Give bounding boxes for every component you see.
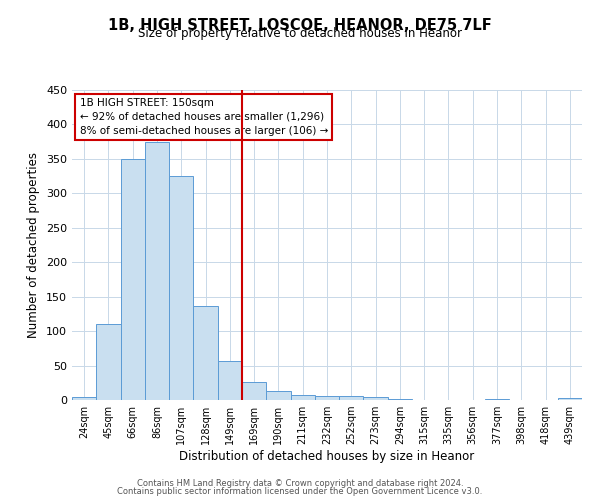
Text: Contains HM Land Registry data © Crown copyright and database right 2024.: Contains HM Land Registry data © Crown c… xyxy=(137,478,463,488)
Bar xyxy=(388,398,412,400)
Text: 1B, HIGH STREET, LOSCOE, HEANOR, DE75 7LF: 1B, HIGH STREET, LOSCOE, HEANOR, DE75 7L… xyxy=(108,18,492,32)
X-axis label: Distribution of detached houses by size in Heanor: Distribution of detached houses by size … xyxy=(179,450,475,463)
Bar xyxy=(339,396,364,400)
Bar xyxy=(364,397,388,400)
Bar xyxy=(145,142,169,400)
Text: Contains public sector information licensed under the Open Government Licence v3: Contains public sector information licen… xyxy=(118,487,482,496)
Bar xyxy=(169,176,193,400)
Bar xyxy=(121,159,145,400)
Bar xyxy=(315,396,339,400)
Text: 1B HIGH STREET: 150sqm
← 92% of detached houses are smaller (1,296)
8% of semi-d: 1B HIGH STREET: 150sqm ← 92% of detached… xyxy=(80,98,328,136)
Y-axis label: Number of detached properties: Number of detached properties xyxy=(28,152,40,338)
Bar xyxy=(290,395,315,400)
Bar xyxy=(72,396,96,400)
Bar xyxy=(266,391,290,400)
Bar xyxy=(242,382,266,400)
Bar xyxy=(218,360,242,400)
Bar xyxy=(558,398,582,400)
Text: Size of property relative to detached houses in Heanor: Size of property relative to detached ho… xyxy=(138,28,462,40)
Bar xyxy=(96,324,121,400)
Bar xyxy=(193,306,218,400)
